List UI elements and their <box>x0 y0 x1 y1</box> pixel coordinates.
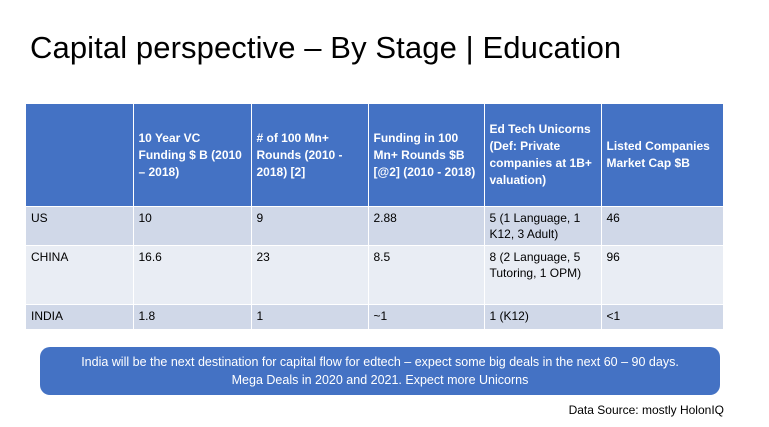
table-row: INDIA 1.8 1 ~1 1 (K12) <1 <box>26 304 724 329</box>
table-cell: 23 <box>251 245 369 305</box>
table-cell: 46 <box>601 206 724 246</box>
table-cell: 1 (K12) <box>484 304 602 329</box>
table-cell: ~1 <box>368 304 485 329</box>
table-cell: 1 <box>251 304 369 329</box>
table-cell: 2.88 <box>368 206 485 246</box>
header-cell-vc-funding: 10 Year VC Funding $ B (2010 – 2018) <box>133 104 252 207</box>
header-cell-market-cap: Listed Companies Market Cap $B <box>601 104 724 207</box>
table-cell: 96 <box>601 245 724 305</box>
table-cell: INDIA <box>26 304 134 329</box>
callout-box: India will be the next destination for c… <box>40 347 720 395</box>
table-cell: <1 <box>601 304 724 329</box>
table-cell: 9 <box>251 206 369 246</box>
table-cell: 1.8 <box>133 304 252 329</box>
capital-table: 10 Year VC Funding $ B (2010 – 2018) # o… <box>26 104 724 329</box>
table-cell: 5 (1 Language, 1 K12, 3 Adult) <box>484 206 602 246</box>
header-cell-unicorns: Ed Tech Unicorns (Def: Private companies… <box>484 104 602 207</box>
header-cell-100mn-funding: Funding in 100 Mn+ Rounds $B [@2] (2010 … <box>368 104 485 207</box>
table-cell: US <box>26 206 134 246</box>
header-cell-100mn-rounds: # of 100 Mn+ Rounds (2010 - 2018) [2] <box>251 104 369 207</box>
table-header-row: 10 Year VC Funding $ B (2010 – 2018) # o… <box>26 104 724 207</box>
table-row: US 10 9 2.88 5 (1 Language, 1 K12, 3 Adu… <box>26 206 724 246</box>
table-cell: CHINA <box>26 245 134 305</box>
table-cell: 8 (2 Language, 5 Tutoring, 1 OPM) <box>484 245 602 305</box>
header-cell-country <box>26 104 134 207</box>
slide-title: Capital perspective – By Stage | Educati… <box>30 30 622 65</box>
table-cell: 8.5 <box>368 245 485 305</box>
table-cell: 10 <box>133 206 252 246</box>
table-cell: 16.6 <box>133 245 252 305</box>
callout-line: Mega Deals in 2020 and 2021. Expect more… <box>231 373 529 387</box>
callout-line: India will be the next destination for c… <box>81 355 679 369</box>
table-row: CHINA 16.6 23 8.5 8 (2 Language, 5 Tutor… <box>26 245 724 305</box>
source-note: Data Source: mostly HolonIQ <box>568 403 724 417</box>
